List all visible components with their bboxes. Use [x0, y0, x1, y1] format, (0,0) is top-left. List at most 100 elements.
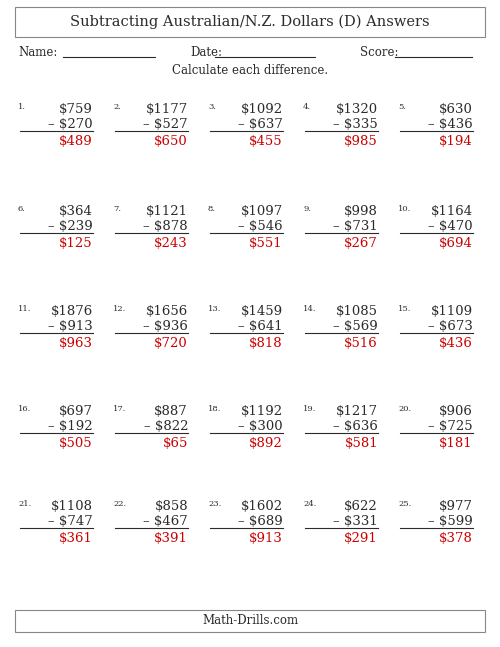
Text: $65: $65	[162, 437, 188, 450]
Text: 14.: 14.	[303, 305, 316, 313]
Text: $720: $720	[154, 337, 188, 350]
Text: – $270: – $270	[48, 118, 93, 131]
Text: 4.: 4.	[303, 103, 311, 111]
Text: $650: $650	[154, 135, 188, 148]
Text: – $300: – $300	[238, 420, 283, 433]
Text: – $637: – $637	[238, 118, 283, 131]
Text: $818: $818	[250, 337, 283, 350]
Text: 23.: 23.	[208, 500, 221, 508]
Text: $267: $267	[344, 237, 378, 250]
Text: – $641: – $641	[238, 320, 283, 333]
Text: $887: $887	[154, 405, 188, 418]
Text: $378: $378	[439, 532, 473, 545]
Text: $361: $361	[59, 532, 93, 545]
Text: – $913: – $913	[48, 320, 93, 333]
Text: – $689: – $689	[238, 515, 283, 528]
Text: Subtracting Australian/N.Z. Dollars (D) Answers: Subtracting Australian/N.Z. Dollars (D) …	[70, 15, 430, 29]
Text: – $822: – $822	[144, 420, 188, 433]
Text: – $331: – $331	[333, 515, 378, 528]
Text: – $731: – $731	[333, 220, 378, 233]
Text: 11.: 11.	[18, 305, 32, 313]
Text: Score:: Score:	[360, 45, 399, 58]
Text: $1217: $1217	[336, 405, 378, 418]
Text: 3.: 3.	[208, 103, 216, 111]
Text: $1108: $1108	[51, 500, 93, 513]
Text: Math-Drills.com: Math-Drills.com	[202, 615, 298, 628]
Text: $759: $759	[59, 103, 93, 116]
Text: 15.: 15.	[398, 305, 411, 313]
Text: 19.: 19.	[303, 405, 316, 413]
Text: – $878: – $878	[144, 220, 188, 233]
Text: $913: $913	[249, 532, 283, 545]
Text: 7.: 7.	[113, 205, 121, 213]
Text: 25.: 25.	[398, 500, 411, 508]
Text: $963: $963	[59, 337, 93, 350]
Text: $630: $630	[439, 103, 473, 116]
Text: 22.: 22.	[113, 500, 126, 508]
Text: – $436: – $436	[428, 118, 473, 131]
Text: $998: $998	[344, 205, 378, 218]
Text: – $546: – $546	[238, 220, 283, 233]
Text: $1164: $1164	[431, 205, 473, 218]
Text: Calculate each difference.: Calculate each difference.	[172, 63, 328, 76]
Text: $243: $243	[154, 237, 188, 250]
Text: $1121: $1121	[146, 205, 188, 218]
Text: – $335: – $335	[333, 118, 378, 131]
Text: – $470: – $470	[428, 220, 473, 233]
Text: $697: $697	[59, 405, 93, 418]
Text: – $192: – $192	[48, 420, 93, 433]
Text: Name:: Name:	[18, 45, 58, 58]
Text: $194: $194	[440, 135, 473, 148]
Text: $1177: $1177	[146, 103, 188, 116]
Text: $125: $125	[60, 237, 93, 250]
Text: – $725: – $725	[428, 420, 473, 433]
Text: 10.: 10.	[398, 205, 411, 213]
Text: $906: $906	[439, 405, 473, 418]
Text: $455: $455	[250, 135, 283, 148]
Text: $1092: $1092	[241, 103, 283, 116]
Text: – $569: – $569	[333, 320, 378, 333]
Text: – $673: – $673	[428, 320, 473, 333]
Text: – $636: – $636	[333, 420, 378, 433]
Text: $1320: $1320	[336, 103, 378, 116]
Text: $1876: $1876	[51, 305, 93, 318]
Text: 16.: 16.	[18, 405, 31, 413]
Text: $1109: $1109	[431, 305, 473, 318]
Text: 17.: 17.	[113, 405, 126, 413]
Text: $1097: $1097	[241, 205, 283, 218]
Text: $985: $985	[344, 135, 378, 148]
Text: $694: $694	[439, 237, 473, 250]
Text: $1192: $1192	[241, 405, 283, 418]
Text: $181: $181	[440, 437, 473, 450]
Text: $622: $622	[344, 500, 378, 513]
Text: – $527: – $527	[144, 118, 188, 131]
Text: $291: $291	[344, 532, 378, 545]
Text: – $936: – $936	[143, 320, 188, 333]
Text: $489: $489	[60, 135, 93, 148]
Text: Date:: Date:	[190, 45, 222, 58]
Text: 1.: 1.	[18, 103, 26, 111]
Text: $977: $977	[439, 500, 473, 513]
Text: 12.: 12.	[113, 305, 126, 313]
Text: – $599: – $599	[428, 515, 473, 528]
Bar	[15, 610, 485, 632]
Text: 18.: 18.	[208, 405, 222, 413]
Text: – $239: – $239	[48, 220, 93, 233]
Text: 24.: 24.	[303, 500, 316, 508]
Text: $516: $516	[344, 337, 378, 350]
Text: 2.: 2.	[113, 103, 121, 111]
Text: $1602: $1602	[241, 500, 283, 513]
Text: $1459: $1459	[241, 305, 283, 318]
Text: $364: $364	[59, 205, 93, 218]
Text: $581: $581	[344, 437, 378, 450]
Text: $892: $892	[249, 437, 283, 450]
Text: $858: $858	[154, 500, 188, 513]
Text: 20.: 20.	[398, 405, 411, 413]
Text: 9.: 9.	[303, 205, 311, 213]
Bar	[15, 7, 485, 37]
Text: 6.: 6.	[18, 205, 26, 213]
Text: 21.: 21.	[18, 500, 31, 508]
Text: 13.: 13.	[208, 305, 222, 313]
Text: $436: $436	[439, 337, 473, 350]
Text: 8.: 8.	[208, 205, 216, 213]
